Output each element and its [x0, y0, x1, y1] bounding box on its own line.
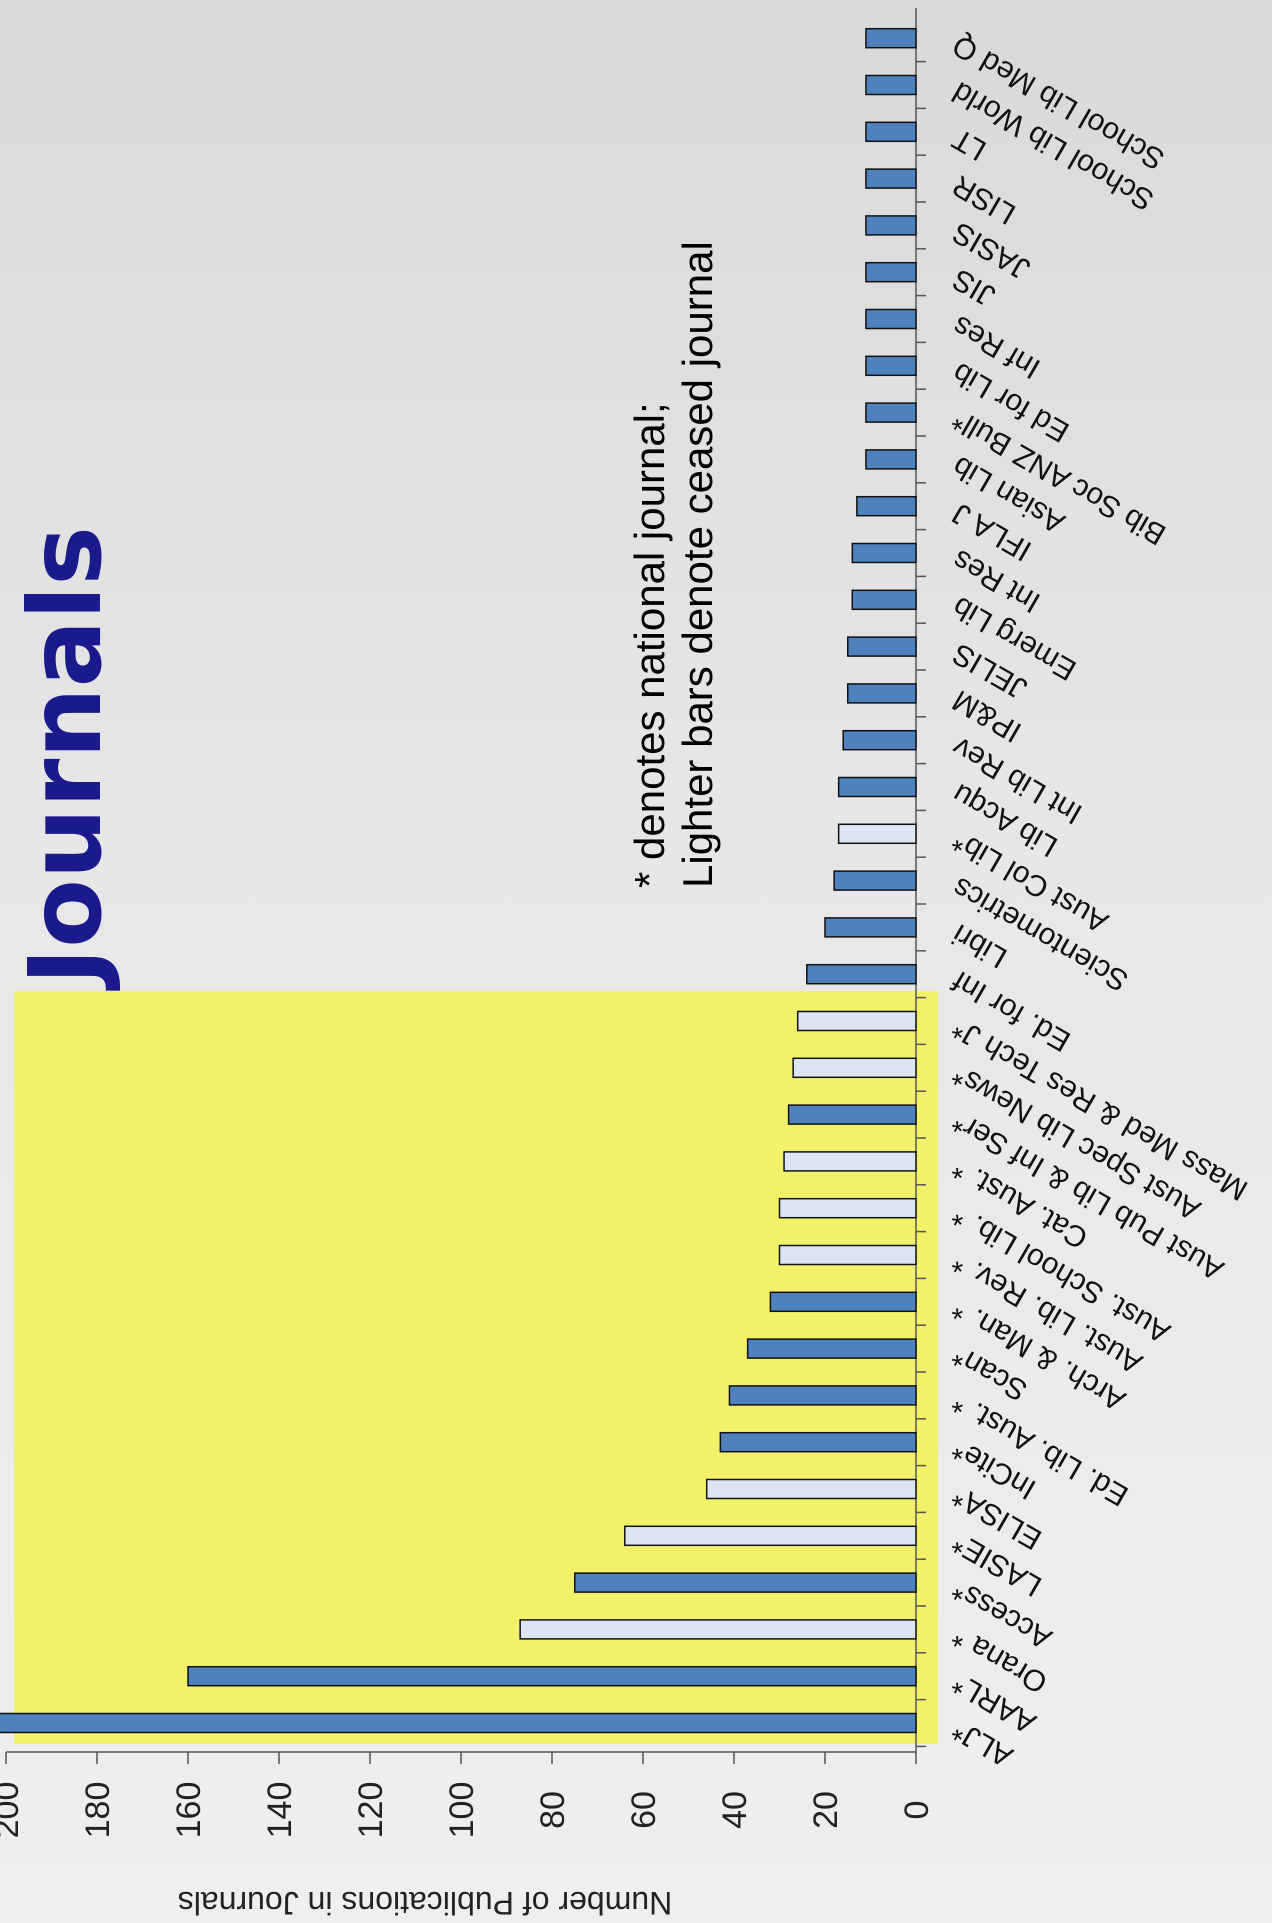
- bar: [865, 27, 917, 49]
- bar: [792, 1057, 917, 1079]
- tick-label: 40: [716, 1791, 754, 1829]
- bar: [865, 449, 917, 470]
- bar: [865, 261, 917, 283]
- bar: [0, 1712, 917, 1734]
- bar: [519, 1619, 917, 1640]
- tick-label: 180: [79, 1782, 117, 1839]
- note-line-2: Lighter bars denote ceased journal: [674, 241, 721, 888]
- tick-label: 20: [807, 1791, 845, 1829]
- chart-title: Journals: [7, 526, 124, 991]
- tick-label: 100: [443, 1782, 481, 1839]
- bar: [842, 729, 917, 751]
- bars: [0, 27, 917, 1734]
- tick-label: 140: [261, 1782, 299, 1839]
- bar: [746, 1338, 917, 1359]
- category-labels: ALJ*AARL*Orana *Access*LASIE*ELISA*InCit…: [946, 28, 1253, 1773]
- chart-note: * denotes national journal; Lighter bars…: [626, 241, 721, 888]
- bar: [624, 1525, 917, 1547]
- bar: [847, 636, 917, 657]
- tick-label: 0: [898, 1801, 936, 1820]
- y-axis-label: Number of Publications in Journals: [178, 1885, 672, 1921]
- bar: [833, 870, 917, 891]
- tick-label: 120: [352, 1782, 390, 1839]
- bar: [824, 917, 917, 938]
- bar: [796, 1010, 917, 1032]
- bar: [787, 1104, 917, 1125]
- bar: [865, 402, 917, 423]
- bar: [574, 1572, 917, 1593]
- bar: [187, 1665, 917, 1687]
- bar: [865, 74, 917, 96]
- bar: [865, 215, 917, 236]
- tick-label: 160: [170, 1782, 208, 1839]
- bar: [837, 776, 917, 798]
- category-label: LISR: [947, 169, 1021, 231]
- bar: [705, 1478, 917, 1500]
- bar: [719, 1431, 917, 1453]
- tick-label: 60: [625, 1791, 663, 1829]
- bar: [847, 683, 917, 704]
- tick-label: 80: [534, 1791, 572, 1829]
- bar: [865, 168, 917, 189]
- bar: [865, 121, 917, 143]
- bar: [837, 823, 917, 845]
- bar: [778, 1244, 917, 1266]
- bar: [856, 495, 917, 517]
- value-axis: 0 20 40 60 80 100 120 140 160 180 200: [0, 8, 936, 1838]
- bar: [728, 1385, 917, 1406]
- bar: [778, 1197, 917, 1219]
- bar: [851, 542, 917, 564]
- national-journals-highlight: [14, 991, 938, 1744]
- tick-label: 200: [0, 1782, 26, 1839]
- bar: [783, 1151, 917, 1172]
- bar: [851, 589, 917, 611]
- bar: [865, 308, 917, 330]
- bar: [806, 963, 917, 985]
- bar: [865, 355, 917, 377]
- category-label: LT: [947, 122, 992, 167]
- bar: [769, 1291, 917, 1313]
- note-line-1: * denotes national journal;: [626, 402, 673, 888]
